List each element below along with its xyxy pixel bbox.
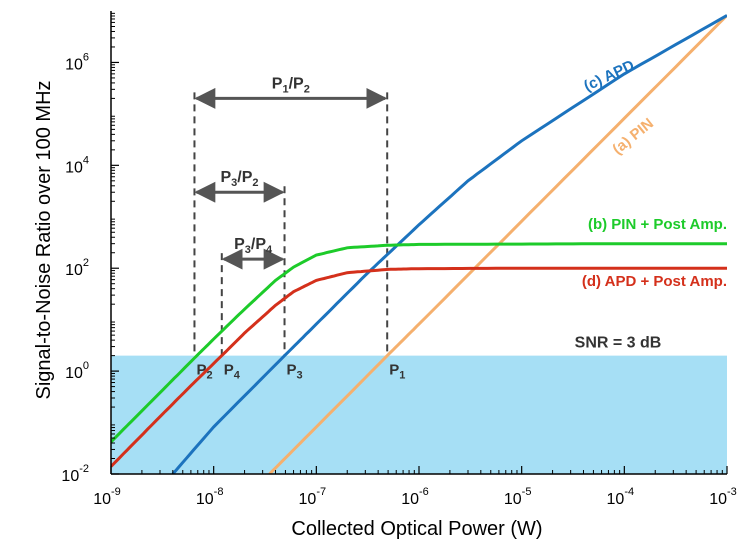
series-label-3: (d) APD + Post Amp. <box>582 273 727 290</box>
series-line-3 <box>111 266 727 468</box>
x-tick-label-2: 10-7 <box>299 486 327 508</box>
y-tick-label-3: 104 <box>65 154 89 176</box>
ratio-label-0: P1/P2 <box>272 75 310 95</box>
y-tick-label-0: 10-2 <box>61 463 89 485</box>
y-tick-label-1: 100 <box>65 360 89 382</box>
x-tick-label-1: 10-8 <box>196 486 224 508</box>
ratio-label-2: P3/P4 <box>234 236 273 256</box>
point-label-P2: P2 <box>196 362 212 382</box>
threshold-label: SNR = 3 dB <box>575 335 662 352</box>
series-layer <box>111 14 727 474</box>
series-line-0 <box>268 14 727 474</box>
y-tick-label-4: 106 <box>65 51 89 73</box>
point-label-P3: P3 <box>287 362 303 382</box>
series-label-2: (b) PIN + Post Amp. <box>588 216 727 233</box>
x-tick-label-3: 10-6 <box>401 486 429 508</box>
point-label-P4: P4 <box>224 362 241 382</box>
ratio-annotations-layer: P1/P2 P3/P2 P3/P4 <box>194 75 388 270</box>
guide-lines-layer: P2 P4 P3 P1 <box>193 92 405 382</box>
series-line-1 <box>171 14 727 474</box>
ratio-label-1: P3/P2 <box>220 169 258 189</box>
threshold-region-layer: SNR = 3 dB <box>111 335 727 474</box>
point-label-P1: P1 <box>389 362 405 382</box>
x-tick-label-0: 10-9 <box>93 486 121 508</box>
x-tick-label-5: 10-4 <box>607 486 635 508</box>
y-axis-label: Signal-to-Noise Ratio over 100 MHz <box>33 80 55 399</box>
x-tick-label-6: 10-3 <box>709 486 737 508</box>
y-tick-label-2: 102 <box>65 257 89 279</box>
axes-layer: 10-9 10-8 10-7 10-6 10-5 10-4 10-3 10-2 100 102 10… <box>61 11 737 508</box>
x-axis-label: Collected Optical Power (W) <box>291 518 542 540</box>
series-line-2 <box>111 242 727 443</box>
threshold-region <box>111 355 727 474</box>
x-tick-label-4: 10-5 <box>504 486 532 508</box>
